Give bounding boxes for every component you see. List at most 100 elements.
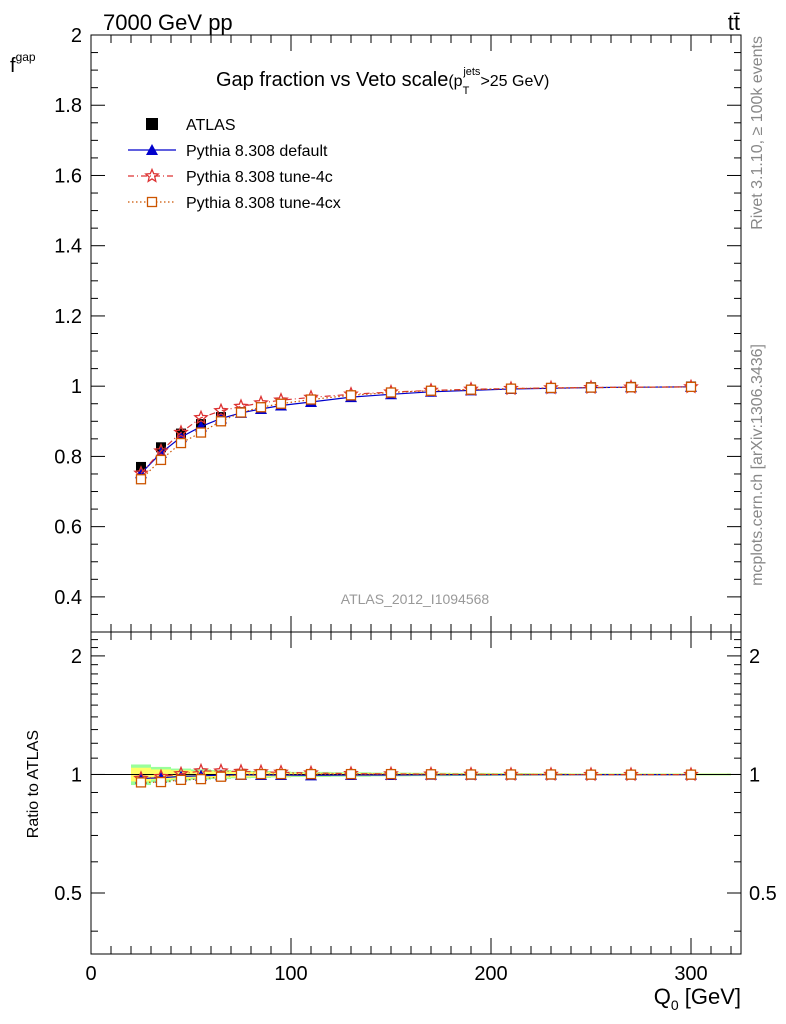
series-2-line — [140, 386, 692, 474]
x-tick-label: 200 — [474, 963, 507, 985]
series-3-point — [155, 454, 167, 466]
rivet-version-label: Rivet 3.1.10, ≥ 100k events — [749, 36, 766, 230]
series-3-point — [195, 427, 207, 438]
process-label: tt̄ — [728, 10, 740, 35]
y-tick-label: 1.6 — [54, 165, 82, 187]
series-3-ratio-point — [625, 769, 637, 780]
x-axis-label: Q0 [GeV] — [654, 984, 741, 1013]
analysis-id-label: ATLAS_2012_I1094568 — [341, 591, 490, 607]
ratio-y-tick-labels: 0.5 0.5 1 1 2 2 — [54, 646, 777, 905]
main-axis-ticks — [90, 34, 741, 954]
ratio-series-group — [133, 762, 699, 788]
series-3-point — [215, 416, 227, 427]
ratio-y-tick-label-left: 1 — [71, 764, 82, 786]
x-tick-labels: 0 100 200 300 — [85, 963, 707, 985]
main-panel: 0.4 0.6 0.8 1 1.2 1.4 1.6 1.8 2 Gap fraction vs … — [10, 25, 742, 954]
y-tick-label: 1.8 — [54, 95, 82, 117]
ratio-axis-ticks — [91, 639, 741, 932]
y-tick-label: 0.6 — [54, 517, 82, 539]
chart-title-suffix-base: (p — [448, 73, 462, 90]
series-3-ratio-point — [275, 768, 287, 780]
x-axis-label-unit: [GeV] — [679, 984, 741, 1009]
legend-marker-1 — [146, 144, 158, 155]
series-3-ratio-point — [585, 769, 597, 780]
legend-label-1: Pythia 8.308 default — [186, 143, 328, 160]
legend-label-0: ATLAS — [186, 117, 236, 134]
series-3-point — [425, 385, 437, 396]
chart-title-suffix-tail: >25 GeV) — [480, 73, 549, 90]
series-3-ratio-point — [345, 768, 357, 780]
series-2-point — [173, 424, 189, 440]
y-tick-label: 1.4 — [54, 236, 82, 258]
ratio-y-tick-label-left: 0.5 — [54, 883, 82, 905]
series-3-ratio-point — [305, 768, 317, 780]
series-3-point — [585, 382, 597, 393]
legend-marker-0 — [146, 118, 158, 130]
series-3-ratio-point — [135, 777, 147, 788]
series-2-point — [153, 442, 169, 458]
x-axis-label-sub: 0 — [671, 997, 679, 1013]
x-tick-label: 300 — [674, 963, 707, 985]
series-3-point — [175, 437, 187, 449]
series-2-point — [193, 409, 209, 425]
series-2-point — [213, 402, 229, 418]
y-axis-label-sub: gap — [16, 50, 36, 64]
series-3-ratio-point — [685, 769, 697, 780]
series-3-point — [385, 387, 397, 398]
x-axis-label-main: Q — [654, 984, 671, 1009]
chart-title: Gap fraction vs Veto scale(pTjets>25 GeV… — [216, 66, 549, 97]
chart-title-main: Gap fraction vs Veto scale — [216, 69, 448, 91]
y-tick-label: 0.8 — [54, 446, 82, 468]
legend: ATLAS Pythia 8.308 default Pythia 8.308 tu… — [128, 117, 341, 212]
series-3-line — [140, 386, 692, 480]
y-tick-label: 2 — [71, 25, 82, 47]
series-3-ratio-point — [545, 769, 557, 780]
series-3-ratio-point — [465, 769, 477, 780]
ratio-y-tick-label-right: 0.5 — [749, 883, 777, 905]
legend-label-2: Pythia 8.308 tune-4c — [186, 169, 333, 186]
series-3-point — [685, 381, 697, 393]
series-3-point — [505, 383, 517, 394]
main-series-group — [133, 378, 699, 485]
series-3-point — [275, 398, 287, 409]
series-3-ratio-point — [155, 776, 167, 788]
series-3-point — [305, 394, 317, 405]
mcplots-label: mcplots.cern.ch [arXiv:1306.3436] — [749, 344, 766, 586]
ratio-y-tick-label-left: 2 — [71, 646, 82, 668]
legend-label-3: Pythia 8.308 tune-4cx — [186, 195, 341, 212]
series-3-point — [545, 382, 557, 394]
series-3-point — [235, 407, 247, 418]
energy-label: 7000 GeV pp — [103, 10, 233, 35]
series-3-ratio-point — [505, 769, 517, 780]
series-3-ratio-point — [235, 769, 247, 780]
main-y-tick-labels: 0.4 0.6 0.8 1 1.2 1.4 1.6 1.8 2 — [54, 25, 82, 609]
series-3-ratio-point — [385, 768, 397, 780]
ratio-y-axis-label: Ratio to ATLAS — [25, 730, 42, 838]
series-3-ratio-point — [195, 773, 207, 785]
chart-title-suffix-sup: jets — [462, 66, 481, 78]
series-3-ratio-point — [255, 768, 267, 780]
y-axis-label-main: f — [10, 55, 16, 77]
chart-title-suffix-sub: T — [463, 85, 470, 97]
y-tick-label: 0.4 — [54, 587, 82, 609]
ratio-panel: 0.5 0.5 1 1 2 2 Ratio to ATLAS — [25, 631, 777, 955]
series-3-ratio-point — [425, 769, 437, 780]
ratio-panel-frame — [90, 631, 742, 955]
series-1-line — [140, 386, 692, 474]
legend-marker-3 — [146, 196, 158, 208]
y-tick-label: 1.2 — [54, 306, 82, 328]
series-3-ratio-point — [215, 771, 227, 782]
x-tick-label: 0 — [85, 963, 96, 985]
series-3-point — [255, 402, 267, 413]
series-3-point — [135, 474, 147, 485]
y-axis-label: fgap — [10, 50, 36, 77]
series-3-point — [345, 390, 357, 401]
ratio-y-tick-label-right: 2 — [749, 646, 760, 668]
legend-marker-2 — [144, 167, 160, 183]
series-3-ratio-point — [175, 774, 187, 786]
series-3-point — [465, 384, 477, 395]
y-tick-label: 1 — [71, 376, 82, 398]
ratio-y-tick-label-right: 1 — [749, 764, 760, 786]
series-3-point — [625, 382, 637, 393]
